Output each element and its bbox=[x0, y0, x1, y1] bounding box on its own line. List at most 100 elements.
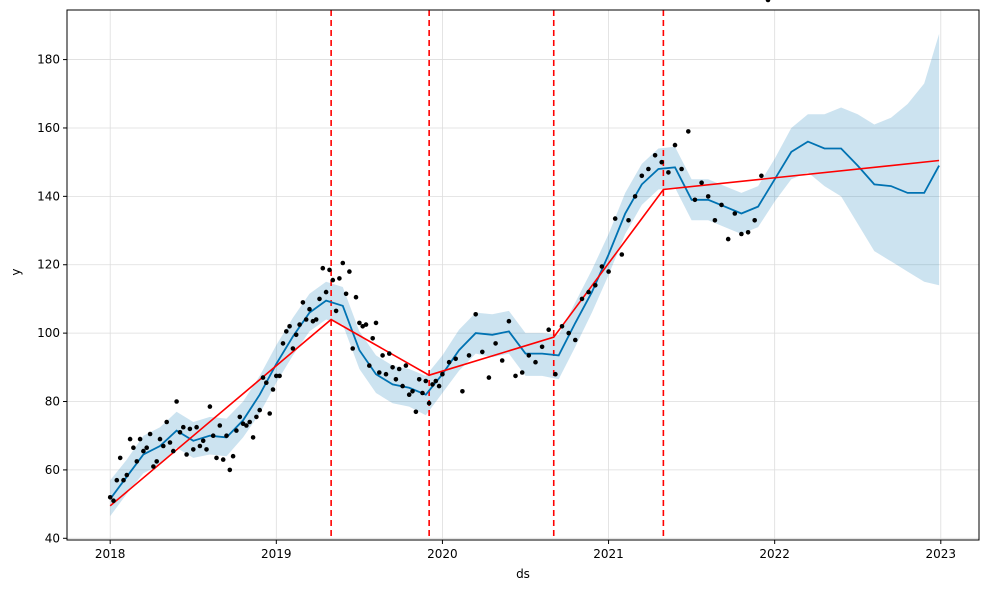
x-tick-label: 2023 bbox=[926, 547, 957, 561]
observed-point bbox=[393, 377, 399, 382]
x-axis-label: ds bbox=[516, 567, 530, 581]
observed-point bbox=[403, 363, 409, 368]
observed-point bbox=[765, 0, 771, 3]
observed-point bbox=[606, 269, 611, 274]
observed-point bbox=[210, 433, 216, 439]
observed-point bbox=[423, 378, 429, 384]
observed-point bbox=[327, 267, 332, 273]
observed-point bbox=[367, 363, 372, 368]
observed-point bbox=[117, 455, 123, 461]
observed-point bbox=[553, 371, 558, 377]
observed-point bbox=[440, 371, 445, 377]
observed-point bbox=[333, 308, 339, 314]
observed-point bbox=[533, 359, 538, 365]
observed-point bbox=[177, 430, 183, 435]
observed-point bbox=[224, 433, 229, 439]
observed-point bbox=[453, 356, 459, 362]
y-tick-label: 180 bbox=[37, 53, 60, 67]
observed-point bbox=[400, 383, 405, 389]
x-tick-label: 2020 bbox=[427, 547, 458, 561]
observed-point bbox=[626, 218, 631, 223]
observed-point bbox=[161, 443, 166, 449]
observed-point bbox=[313, 317, 319, 322]
observed-point bbox=[194, 424, 199, 430]
observed-point bbox=[406, 392, 412, 398]
observed-points bbox=[107, 0, 771, 504]
observed-point bbox=[745, 230, 751, 235]
grid-lines bbox=[67, 10, 979, 540]
observed-point bbox=[200, 438, 206, 444]
observed-point bbox=[274, 373, 279, 379]
observed-point bbox=[267, 411, 273, 416]
observed-point bbox=[420, 390, 425, 396]
observed-point bbox=[323, 289, 329, 295]
observed-point bbox=[446, 359, 452, 365]
y-axis-ticks: 40 60 80 100 120 140 160 180 bbox=[37, 53, 67, 545]
y-tick-label: 100 bbox=[37, 326, 60, 340]
observed-point bbox=[460, 389, 465, 394]
observed-point bbox=[705, 194, 711, 199]
observed-point bbox=[539, 344, 545, 350]
observed-point bbox=[380, 353, 385, 358]
observed-point bbox=[300, 300, 306, 305]
observed-point bbox=[277, 373, 282, 379]
observed-point bbox=[692, 197, 698, 203]
observed-point bbox=[230, 453, 236, 459]
observed-point bbox=[666, 170, 671, 175]
y-tick-label: 140 bbox=[37, 189, 60, 203]
observed-point bbox=[573, 337, 578, 343]
observed-point bbox=[317, 296, 322, 302]
observed-point bbox=[134, 459, 140, 464]
observed-point bbox=[436, 383, 442, 389]
observed-point bbox=[137, 436, 143, 442]
observed-point bbox=[506, 318, 512, 324]
observed-point bbox=[387, 351, 392, 356]
observed-point bbox=[759, 173, 764, 179]
trend-line-group bbox=[109, 159, 940, 507]
observed-point bbox=[127, 436, 133, 442]
x-tick-label: 2019 bbox=[261, 547, 292, 561]
observed-point bbox=[280, 341, 286, 346]
observed-point bbox=[430, 382, 435, 387]
uncertainty-interval bbox=[110, 33, 940, 517]
observed-point bbox=[307, 306, 312, 312]
observed-point bbox=[297, 322, 302, 327]
observed-point bbox=[353, 294, 359, 300]
observed-point bbox=[632, 194, 638, 199]
observed-point bbox=[413, 409, 419, 415]
observed-point bbox=[293, 332, 299, 338]
observed-point bbox=[559, 324, 565, 329]
observed-point bbox=[546, 327, 551, 333]
x-tick-label: 2021 bbox=[593, 547, 624, 561]
observed-point bbox=[519, 370, 525, 375]
observed-point bbox=[357, 320, 362, 326]
observed-point bbox=[612, 216, 618, 221]
forecast-line bbox=[109, 140, 940, 500]
y-tick-label: 60 bbox=[45, 463, 60, 477]
x-tick-label: 2022 bbox=[759, 547, 790, 561]
observed-point bbox=[416, 377, 422, 382]
observed-point bbox=[171, 448, 176, 454]
observed-point bbox=[343, 291, 349, 297]
observed-point bbox=[287, 324, 292, 329]
observed-point bbox=[264, 380, 269, 386]
observed-point bbox=[712, 218, 718, 223]
observed-point bbox=[247, 419, 252, 425]
x-axis-ticks: 2018 2019 2020 2021 2022 2023 bbox=[95, 540, 956, 561]
observed-point bbox=[244, 423, 249, 428]
observed-point bbox=[204, 447, 209, 452]
observed-point bbox=[370, 336, 376, 341]
observed-point bbox=[347, 269, 352, 274]
observed-point bbox=[646, 166, 651, 172]
observed-point bbox=[752, 218, 757, 223]
observed-point bbox=[426, 400, 432, 406]
observed-point bbox=[220, 457, 226, 462]
observed-point bbox=[147, 431, 153, 437]
observed-point bbox=[652, 153, 658, 158]
observed-point bbox=[373, 320, 379, 326]
observed-point bbox=[187, 426, 193, 432]
observed-point bbox=[350, 346, 356, 351]
observed-point bbox=[131, 445, 136, 451]
observed-point bbox=[586, 289, 591, 295]
